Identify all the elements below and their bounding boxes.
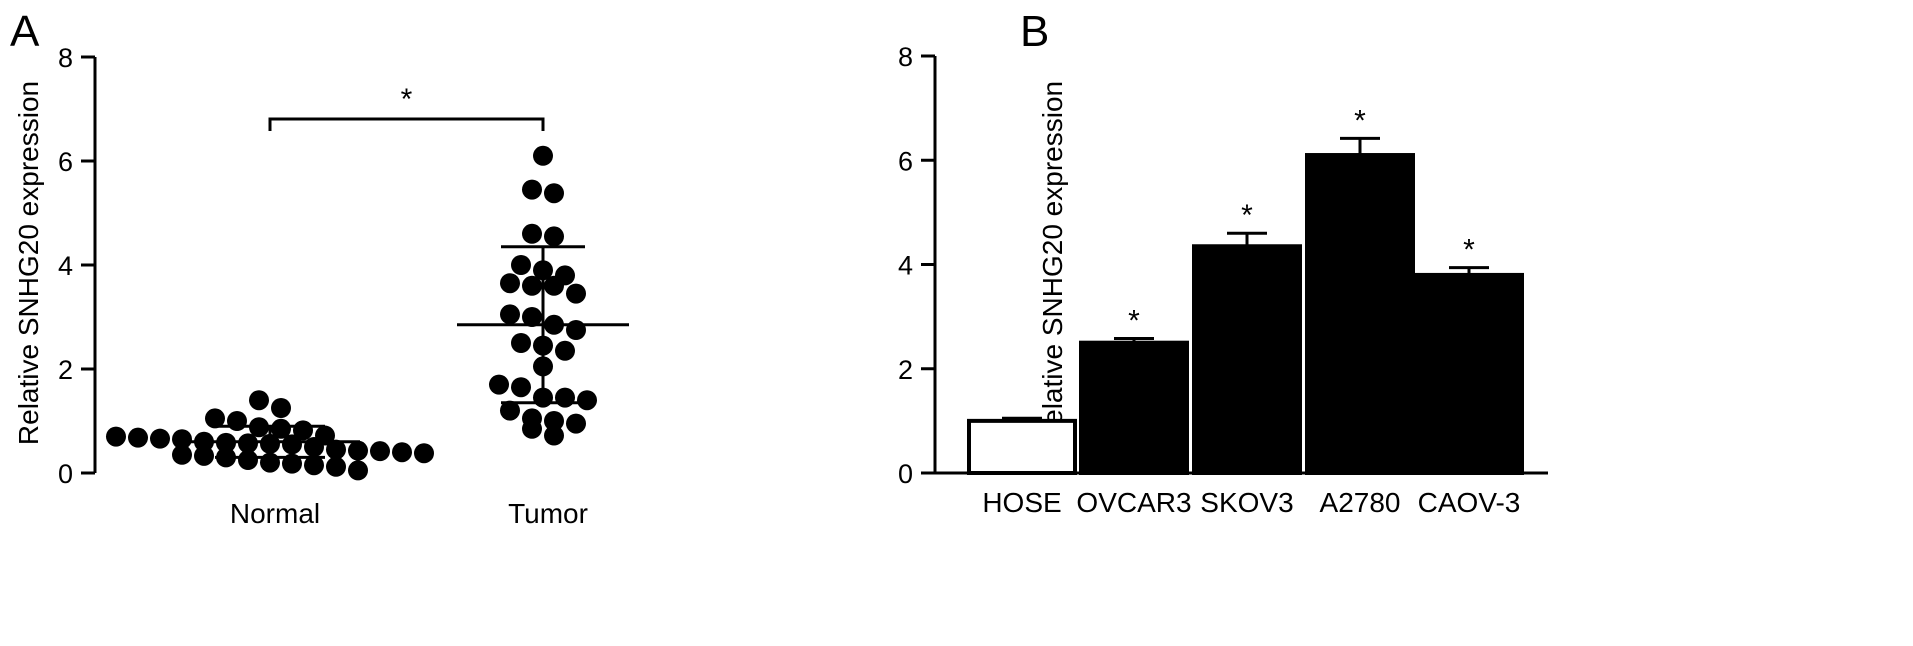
panel-a-data-point	[227, 411, 247, 431]
panel-a-data-point	[522, 418, 542, 439]
panel-a-data-point	[172, 429, 192, 450]
panel-a-data-point	[271, 398, 291, 418]
panel-a-significance-bracket	[268, 117, 545, 131]
panel-b-significance-star: *	[1463, 234, 1475, 267]
panel-b-y-tick-label: 4	[898, 251, 913, 281]
panel-a-letter: A	[10, 7, 40, 56]
panel-a-data-point	[555, 340, 575, 361]
panel-a-data-point	[348, 460, 368, 481]
panel-a-x-tick-label: Normal	[230, 498, 320, 529]
panel-b-y-axis-label: Relative SNHG20 expression	[1037, 81, 1068, 445]
panel-b-x-tick-label: CAOV-3	[1418, 487, 1521, 518]
panel-a-data-point	[566, 283, 586, 304]
panel-a-data-point	[566, 320, 586, 340]
panel-a-data-point	[370, 441, 390, 462]
panel-a-data-point	[326, 439, 346, 460]
panel-b-bar	[967, 418, 1077, 475]
panel-a-data-point	[522, 307, 542, 327]
panel-b-bar	[1079, 340, 1189, 475]
panel-b-significance-star: *	[1354, 104, 1366, 137]
panel-b-x-tick-label: A2780	[1320, 487, 1401, 518]
panel-b-x-tick-label: OVCAR3	[1076, 487, 1191, 518]
panel-a-data-point	[544, 411, 564, 431]
panel-b-letter: B	[1020, 7, 1049, 56]
panel-a-data-point	[238, 433, 258, 454]
panel-a-data-point	[150, 428, 170, 449]
panel-a-y-tick-label: 6	[58, 147, 73, 177]
panel-a-x-tick-label: Tumor	[508, 498, 588, 529]
panel-a-data-point	[304, 455, 324, 476]
panel-b-bar	[1414, 272, 1524, 475]
panel-a-data-point	[544, 275, 564, 296]
panel-a-data-point	[522, 179, 542, 200]
panel-a-data-point	[544, 425, 564, 446]
panel-a-data-point	[533, 145, 553, 166]
panel-a-data-point	[522, 275, 542, 296]
panel-a-data-point	[348, 440, 368, 461]
panel-a-y-tick-label: 0	[58, 459, 73, 489]
panel-b-bar-chart: B Relative SNHG20 expression 0 2 4 6 8 HOSE OV…	[898, 7, 1548, 518]
panel-a-data-point	[106, 426, 126, 447]
panel-a-data-point	[544, 183, 564, 204]
panel-a-data-point	[249, 390, 269, 411]
panel-a-data-point	[500, 273, 520, 294]
panel-b-significance-star: *	[1128, 305, 1140, 338]
panel-a-y-tick-label: 8	[58, 43, 73, 73]
panel-a-data-point	[489, 374, 509, 395]
panel-a-y-tick-label: 4	[58, 251, 73, 281]
panel-b-marks: * * * *	[967, 104, 1524, 475]
panel-a-data-point	[282, 434, 302, 455]
panel-a-data-point	[205, 408, 225, 429]
panel-b-y-tick-label: 0	[898, 459, 913, 489]
panel-a-data-point	[392, 442, 412, 463]
panel-a-data-point	[172, 444, 192, 465]
panel-a-significance-star: *	[401, 83, 413, 116]
panel-a-data-point	[500, 304, 520, 325]
panel-a-data-point	[511, 333, 531, 353]
panel-b-y-tick-label: 8	[898, 42, 913, 72]
panel-a-data-point	[511, 377, 531, 398]
panel-a-data-point	[238, 450, 258, 470]
panel-b-y-tick-label: 2	[898, 355, 913, 385]
panel-b-bar	[1192, 244, 1302, 475]
panel-a-y-axis-label: Relative SNHG20 expression	[13, 81, 44, 445]
panel-a-data-point	[326, 456, 346, 477]
panel-a-data-point	[194, 445, 214, 466]
panel-a-data-point	[304, 437, 324, 457]
panel-a-data-point	[271, 418, 291, 439]
panel-a-data-point	[414, 443, 434, 464]
panel-a-scatter-chart: A Relative SNHG20 expression 0 2 4 6 8 Normal…	[10, 7, 629, 529]
panel-a-data-point	[511, 255, 531, 275]
panel-a-data-point	[500, 400, 520, 421]
panel-b-x-tick-label: HOSE	[982, 487, 1061, 518]
panel-a-y-tick-label: 2	[58, 355, 73, 385]
panel-a-data-point	[555, 387, 575, 408]
panel-a-data-point	[128, 427, 148, 448]
panel-a-data-point	[566, 413, 586, 434]
panel-a-marks: *	[106, 83, 629, 481]
panel-b-significance-star: *	[1241, 199, 1253, 232]
panel-a-axes: 0 2 4 6 8 Normal Tumor	[58, 43, 588, 529]
panel-b-y-tick-label: 6	[898, 146, 913, 176]
panel-b-x-tick-label: SKOV3	[1200, 487, 1293, 518]
panel-a-data-point	[577, 390, 597, 411]
panel-a-data-point	[522, 223, 542, 244]
panel-a-data-point	[544, 226, 564, 247]
panel-b-bar	[1305, 153, 1415, 475]
